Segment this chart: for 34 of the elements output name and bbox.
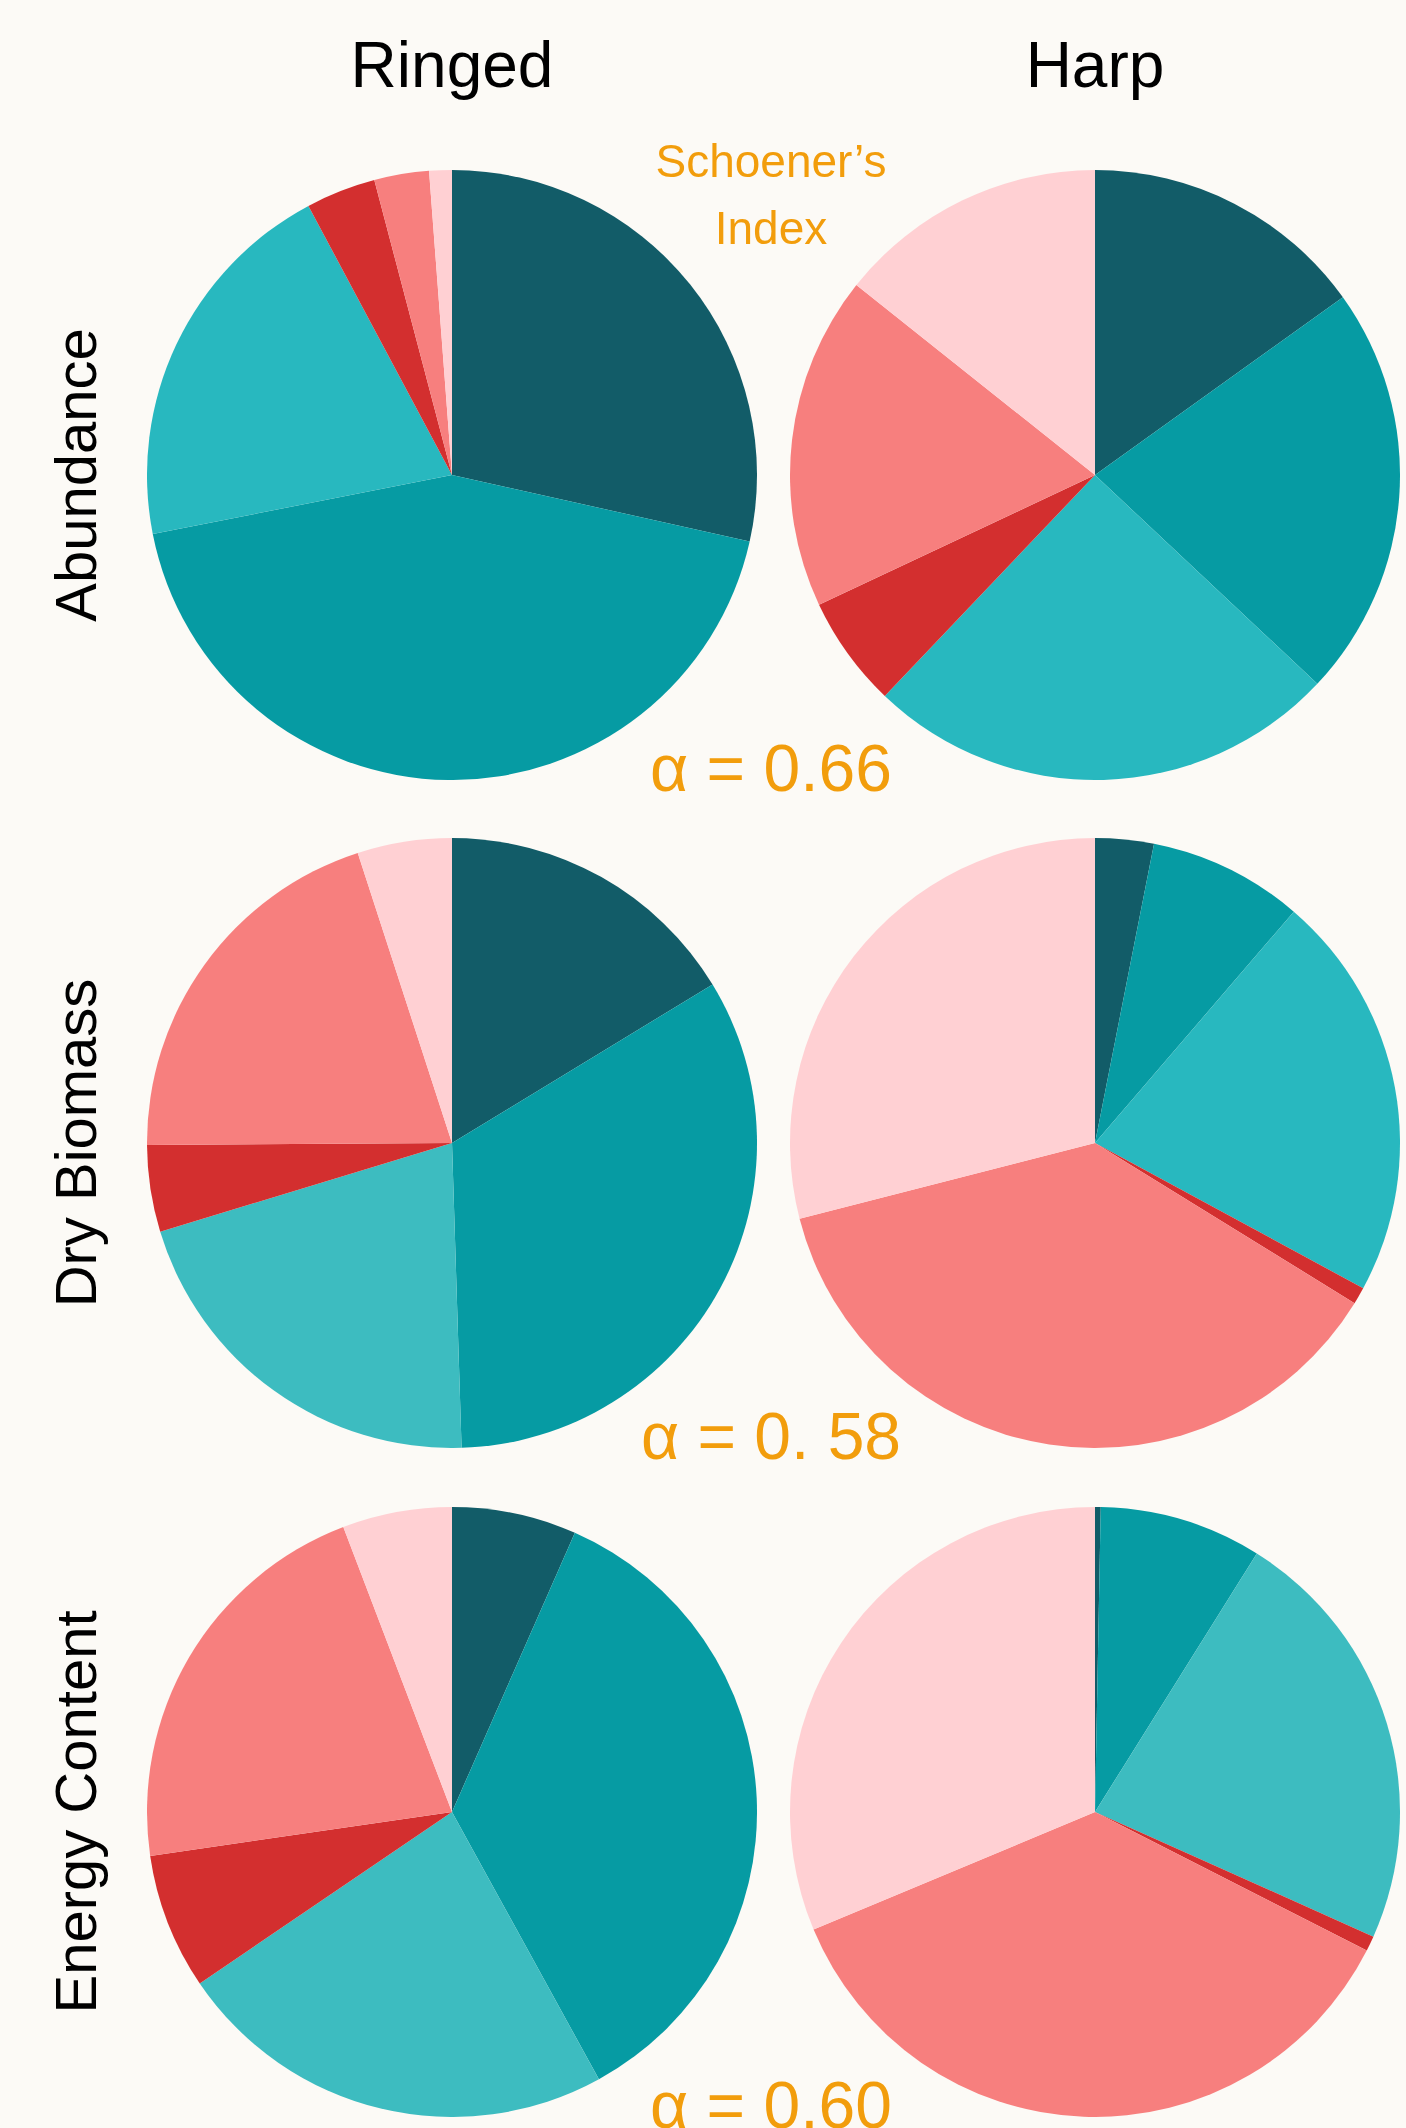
pie-slice [147, 1527, 452, 1856]
text: Abundance [41, 328, 109, 622]
pie-slice [150, 1812, 452, 1984]
pie-slice [147, 1143, 452, 1232]
pie-slice [452, 1532, 757, 2080]
pie-slice [1095, 1553, 1400, 1937]
pie-slice [1095, 911, 1400, 1289]
pie-slice [1095, 170, 1343, 475]
pie-slice [790, 1507, 1095, 1930]
text: Dry Biomass [41, 978, 109, 1308]
pie-slice [147, 852, 452, 1145]
pie-slice [1095, 1143, 1364, 1304]
pie-slice [790, 838, 1095, 1219]
pie-slice [308, 180, 452, 475]
pie-slice [343, 1507, 452, 1812]
pie-slice [357, 838, 452, 1143]
pie-slice [819, 475, 1095, 697]
pie-slice [1095, 838, 1155, 1143]
text: Energy Content [41, 1610, 109, 2014]
pie-slice [1095, 1507, 1257, 1812]
text: α = 0.66 [650, 730, 892, 806]
pie-slice [790, 285, 1095, 605]
pie-slice [452, 838, 713, 1143]
pie-slice [199, 1812, 599, 2117]
text: α = 0. 58 [640, 1398, 902, 1474]
pie-slice [1095, 843, 1294, 1143]
pie-slice [1095, 297, 1400, 684]
chart-title: Harp [1025, 28, 1165, 102]
chart-title: Ringed [350, 28, 554, 102]
pie-slice [147, 205, 452, 535]
pie-slice [452, 1507, 575, 1812]
pie-slice [160, 1143, 462, 1448]
text: Schoener’s Index [654, 134, 888, 256]
pie-slice [374, 170, 452, 475]
